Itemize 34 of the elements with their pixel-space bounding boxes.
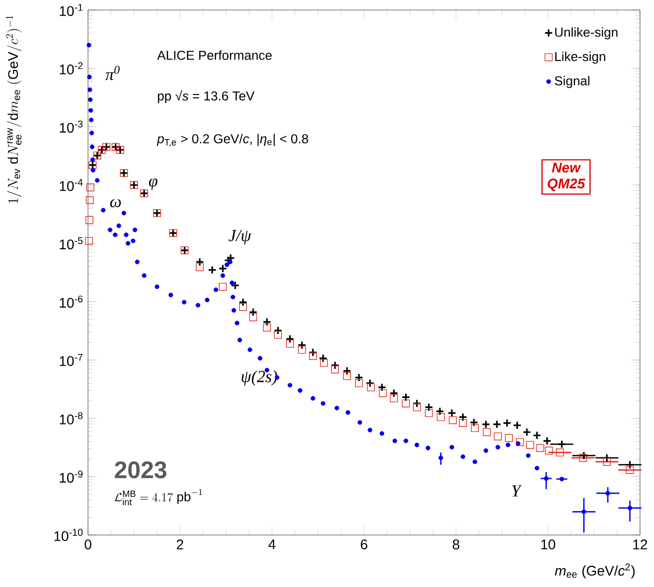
legend-label: Like-sign <box>555 52 606 64</box>
x-tick-label: 8 <box>452 539 460 550</box>
x-tick-label: 12 <box>633 539 648 550</box>
annotation: φ <box>148 178 158 190</box>
y-tick-label: 10$^{-8}$ <box>60 412 83 424</box>
y-tick-label: 10$^{-9}$ <box>60 470 83 483</box>
x-tick-label: 2 <box>176 539 184 550</box>
y-tick-label: 10$^{-2}$ <box>60 62 82 74</box>
x-axis-title: m$_{ee}$ (GeV/c$^{2}$) <box>554 564 635 578</box>
x-tick-label: 6 <box>360 539 368 550</box>
annotation: pp √s = 13.6 TeV <box>158 90 255 104</box>
annotation: 2023 <box>114 461 166 478</box>
legend-label: Signal <box>554 76 590 88</box>
annotation: ALICE Performance <box>157 50 272 60</box>
legend-label: Unlike-sign <box>555 27 618 40</box>
y-tick-label: 10$^{-1}$ <box>60 4 83 16</box>
y-tick-label: 10$^{-4}$ <box>60 178 83 192</box>
y-tick-label: 10$^{-3}$ <box>60 120 83 133</box>
annotation: ω <box>110 199 121 208</box>
y-axis-title: $1/N_{\mathrm{ev}}\;\mathrm{d}N_{\mathrm{ee}}^{\mathrm{raw}}/\mathrm{d}m_{\mathrm{ee}}\;(\mathrm{GeV}/c^{2})^{-1}$ <box>6 16 22 204</box>
x-tick-label: 10 <box>541 539 556 550</box>
annotation: p$_{T,e}$ > 0.2 GeV/c, |η$_{e}$| < 0.8 <box>156 134 308 147</box>
annotation: $\mathcal{L}_{\mathrm{int}}^{\mathrm{MB}} = 4.17\ \mathrm{pb}^{-1}$ <box>114 489 202 506</box>
y-tick-label: 10$^{-7}$ <box>60 354 82 366</box>
x-tick-label: 0 <box>84 539 92 550</box>
y-tick-label: 10$^{-10}$ <box>54 528 83 542</box>
x-tick-label: 4 <box>268 540 276 550</box>
annotation: π$^{0}$ <box>105 66 120 80</box>
y-tick-label: 10$^{-5}$ <box>60 237 83 250</box>
annotation: Υ <box>512 485 522 496</box>
annotation: New QM25 <box>548 162 586 192</box>
annotation: J/ψ <box>228 230 252 245</box>
y-tick-label: 10$^{-6}$ <box>60 296 83 308</box>
annotation: ψ(2s) <box>242 370 278 386</box>
